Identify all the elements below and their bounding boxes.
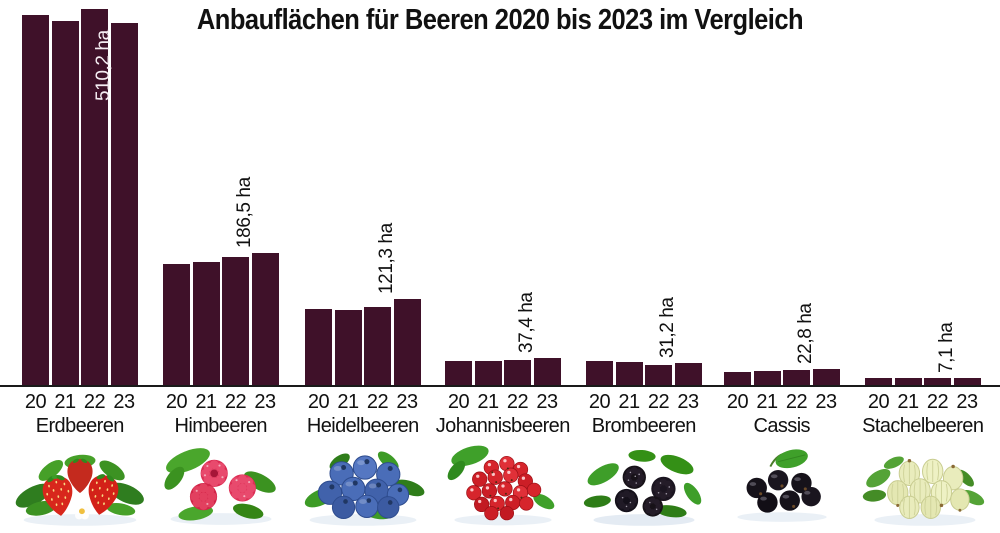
bar-redcurrants-22 xyxy=(504,359,531,385)
year-tick-label: 22 xyxy=(926,391,949,413)
category-label: Brombeeren xyxy=(591,415,697,437)
bar-raspberries-21 xyxy=(192,261,220,385)
bar-blackcurrants-23 xyxy=(812,368,840,385)
year-tick-label: 23 xyxy=(254,391,276,413)
bar-redcurrants-21 xyxy=(474,360,502,385)
value-label-2023: 7,1 ha xyxy=(936,322,957,373)
year-tick-label: 20 xyxy=(307,391,330,413)
value-label-2023: 31,2 ha xyxy=(657,297,678,358)
chart-title: Anbauflächen für Beeren 2020 bis 2023 im… xyxy=(196,4,804,36)
category-label: Erdbeeren xyxy=(35,415,125,437)
year-tick-label: 23 xyxy=(956,391,978,413)
year-tick-label: 21 xyxy=(195,391,217,413)
raspberries-photo xyxy=(153,441,289,529)
year-tick-label: 21 xyxy=(618,391,640,413)
year-tick-label: 22 xyxy=(83,391,106,413)
year-tick-label: 23 xyxy=(815,391,837,413)
year-tick-label: 21 xyxy=(337,391,359,413)
year-tick-label: 23 xyxy=(396,391,418,413)
year-tick-label: 20 xyxy=(867,391,890,413)
year-tick-label: 23 xyxy=(536,391,558,413)
category-label: Johannisbeeren xyxy=(435,415,571,437)
blackberries-photo xyxy=(576,441,712,529)
value-label-2023: 186,5 ha xyxy=(234,176,255,248)
bar-gooseberries-22 xyxy=(924,378,951,385)
bar-blackcurrants-20 xyxy=(724,371,751,385)
year-tick-label: 23 xyxy=(113,391,135,413)
bar-raspberries-22 xyxy=(222,256,249,385)
bar-blackberries-22 xyxy=(645,364,672,385)
bar-strawberries-20 xyxy=(22,15,49,385)
bar-raspberries-23 xyxy=(251,252,279,385)
bar-gooseberries-20 xyxy=(865,378,892,385)
gooseberries-photo xyxy=(855,441,991,529)
category-label: Heidelbeeren xyxy=(306,415,419,437)
bar-gooseberries-23 xyxy=(953,378,981,385)
bar-gooseberries-21 xyxy=(894,378,922,385)
year-tick-label: 21 xyxy=(756,391,778,413)
year-tick-label: 22 xyxy=(785,391,808,413)
bar-strawberries-21 xyxy=(51,21,79,385)
blackcurrants-photo xyxy=(714,441,850,529)
bar-strawberries-23 xyxy=(110,23,138,385)
bar-redcurrants-20 xyxy=(445,360,472,385)
year-tick-label: 21 xyxy=(54,391,76,413)
year-tick-label: 20 xyxy=(165,391,188,413)
value-label-2023: 37,4 ha xyxy=(516,292,537,354)
year-tick-label: 22 xyxy=(647,391,670,413)
value-label-2023: 22,8 ha xyxy=(795,303,816,364)
bar-blueberries-22 xyxy=(364,306,391,385)
year-tick-label: 22 xyxy=(224,391,247,413)
bar-blueberries-20 xyxy=(305,309,332,385)
year-tick-label: 20 xyxy=(447,391,470,413)
bar-strawberries-22 xyxy=(81,8,108,385)
year-tick-label: 21 xyxy=(477,391,499,413)
redcurrants-photo xyxy=(435,441,571,529)
strawberries-photo xyxy=(12,441,148,529)
year-tick-label: 20 xyxy=(24,391,47,413)
bar-blackberries-23 xyxy=(674,362,702,385)
category-label: Stachelbeeren xyxy=(862,415,984,437)
bar-blackberries-20 xyxy=(586,360,613,385)
bar-blueberries-23 xyxy=(393,298,421,385)
value-label-2023: 121,3 ha xyxy=(376,223,397,294)
year-tick-label: 21 xyxy=(897,391,919,413)
x-axis-line xyxy=(0,385,1000,387)
year-tick-label: 20 xyxy=(726,391,749,413)
value-label-2023: 510,2 ha xyxy=(93,30,114,101)
bar-raspberries-20 xyxy=(163,263,190,385)
blueberries-photo xyxy=(295,441,431,529)
year-tick-label: 22 xyxy=(366,391,389,413)
bar-blackcurrants-22 xyxy=(783,369,810,385)
bar-blackcurrants-21 xyxy=(753,370,781,385)
category-label: Himbeeren xyxy=(174,415,268,437)
year-tick-label: 20 xyxy=(588,391,611,413)
bar-blackberries-21 xyxy=(615,361,643,385)
category-label: Cassis xyxy=(753,415,811,437)
bar-redcurrants-23 xyxy=(533,358,561,385)
bar-blueberries-21 xyxy=(334,310,362,385)
year-tick-label: 23 xyxy=(677,391,699,413)
year-tick-label: 22 xyxy=(506,391,529,413)
